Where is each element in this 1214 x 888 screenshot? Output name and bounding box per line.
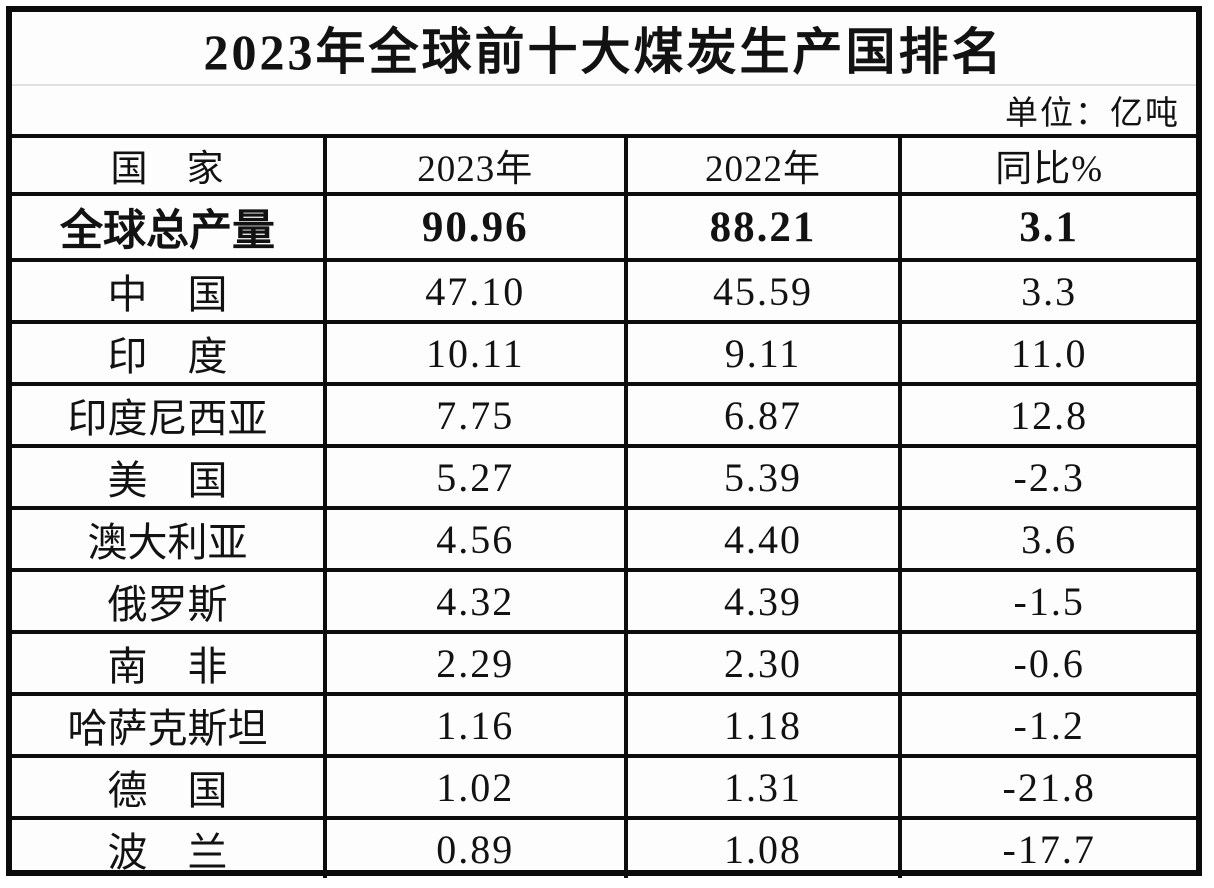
cell-country: 印 度 xyxy=(12,324,327,382)
cell-2022-value: 4.39 xyxy=(628,572,903,630)
cell-2023-value: 0.89 xyxy=(327,820,628,878)
cell-2022-value: 1.31 xyxy=(628,758,903,816)
coal-ranking-table: 2023年全球前十大煤炭生产国排名 单位：亿吨 国 家 2023年 2022年 … xyxy=(6,6,1202,878)
cell-2023-value: 47.10 xyxy=(327,262,628,320)
table-row: 美 国 5.27 5.39 -2.3 xyxy=(12,444,1196,506)
cell-country: 澳大利亚 xyxy=(12,510,327,568)
cell-country: 波 兰 xyxy=(12,820,327,878)
cell-country: 中 国 xyxy=(12,262,327,320)
table-row: 南 非 2.29 2.30 -0.6 xyxy=(12,630,1196,692)
cell-2022-value: 2.30 xyxy=(628,634,903,692)
cell-2023-value: 4.56 xyxy=(327,510,628,568)
cell-2023-value: 1.16 xyxy=(327,696,628,754)
cell-2023-value: 2.29 xyxy=(327,634,628,692)
cell-country: 俄罗斯 xyxy=(12,572,327,630)
cell-yoy-value: 3.1 xyxy=(1019,203,1080,251)
cell-2023-value: 10.11 xyxy=(327,324,628,382)
cell-country: 美 国 xyxy=(12,448,327,506)
cell-yoy-value: 3.6 xyxy=(1021,516,1078,562)
table-title: 2023年全球前十大煤炭生产国排名 xyxy=(12,12,1196,86)
header-yoy: 同比% xyxy=(995,149,1104,190)
header-2022: 2022年 xyxy=(628,138,903,192)
cell-2023-value: 90.96 xyxy=(327,196,628,258)
cell-yoy-value: -2.3 xyxy=(1013,454,1085,500)
cell-country: 印度尼西亚 xyxy=(12,386,327,444)
cell-yoy-value: -21.8 xyxy=(1002,764,1096,810)
header-row: 国 家 2023年 2022年 同比% xyxy=(12,134,1196,192)
cell-2022-value: 5.39 xyxy=(628,448,903,506)
cell-2022-value: 9.11 xyxy=(628,324,903,382)
table-row: 澳大利亚 4.56 4.40 3.6 xyxy=(12,506,1196,568)
table-row: 全球总产量 90.96 88.21 3.1 xyxy=(12,192,1196,258)
cell-country: 哈萨克斯坦 xyxy=(12,696,327,754)
cell-2022-value: 1.08 xyxy=(628,820,903,878)
table-row: 哈萨克斯坦 1.16 1.18 -1.2 xyxy=(12,692,1196,754)
cell-2022-value: 6.87 xyxy=(628,386,903,444)
cell-2022-value: 88.21 xyxy=(628,196,903,258)
cell-2023-value: 5.27 xyxy=(327,448,628,506)
cell-country: 德 国 xyxy=(12,758,327,816)
cell-2023-value: 4.32 xyxy=(327,572,628,630)
table-row: 印 度 10.11 9.11 11.0 xyxy=(12,320,1196,382)
cell-2023-value: 7.75 xyxy=(327,386,628,444)
table-body: 国 家 2023年 2022年 同比% 全球总产量 90.96 88.21 3.… xyxy=(12,134,1196,878)
cell-country: 南 非 xyxy=(12,634,327,692)
cell-yoy-value: -0.6 xyxy=(1013,640,1085,686)
cell-country: 全球总产量 xyxy=(12,196,327,258)
cell-2022-value: 45.59 xyxy=(628,262,903,320)
table-row: 中 国 47.10 45.59 3.3 xyxy=(12,258,1196,320)
header-country: 国 家 xyxy=(12,138,327,192)
cell-yoy-value: -17.7 xyxy=(1002,826,1096,872)
cell-yoy-value: -1.2 xyxy=(1013,702,1085,748)
header-2023: 2023年 xyxy=(327,138,628,192)
cell-2022-value: 4.40 xyxy=(628,510,903,568)
table-row: 印度尼西亚 7.75 6.87 12.8 xyxy=(12,382,1196,444)
cell-yoy-value: 12.8 xyxy=(1010,392,1089,438)
cell-2022-value: 1.18 xyxy=(628,696,903,754)
table-row: 俄罗斯 4.32 4.39 -1.5 xyxy=(12,568,1196,630)
cell-yoy-value: 3.3 xyxy=(1021,268,1078,314)
cell-yoy-value: 11.0 xyxy=(1010,330,1088,376)
table-row: 德 国 1.02 1.31 -21.8 xyxy=(12,754,1196,816)
cell-yoy-value: -1.5 xyxy=(1013,578,1085,624)
unit-label: 单位：亿吨 xyxy=(1005,96,1180,132)
cell-2023-value: 1.02 xyxy=(327,758,628,816)
table-row: 波 兰 0.89 1.08 -17.7 xyxy=(12,816,1196,878)
